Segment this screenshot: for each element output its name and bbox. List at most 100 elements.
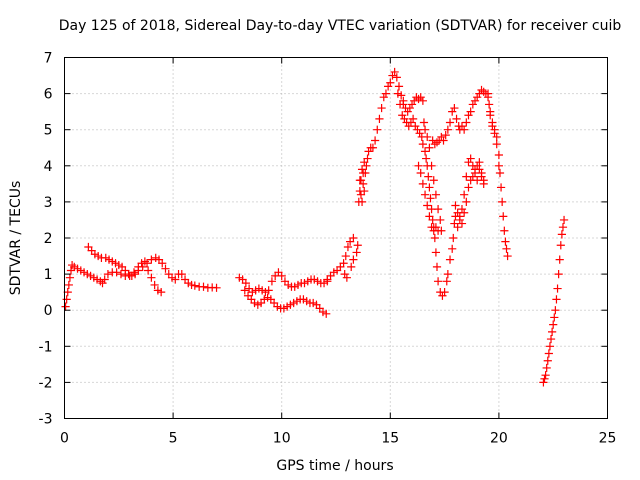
data-point — [114, 260, 123, 270]
data-point — [424, 172, 433, 181]
data-point — [433, 226, 443, 235]
data-point — [479, 176, 488, 185]
data-point — [283, 302, 292, 311]
data-point — [477, 168, 486, 178]
y-tick-label: 7 — [44, 51, 53, 67]
data-point — [147, 273, 156, 282]
data-point — [492, 140, 501, 149]
y-tick-label: -1 — [39, 339, 53, 355]
data-point — [61, 302, 70, 311]
data-point — [460, 208, 469, 217]
data-point — [483, 89, 493, 98]
x-tick-label: 20 — [490, 431, 508, 447]
data-point — [425, 143, 434, 152]
data-point — [393, 89, 403, 98]
data-point — [245, 284, 254, 293]
data-point — [158, 259, 167, 268]
data-point — [558, 223, 568, 232]
data-point — [343, 242, 353, 252]
data-point — [356, 190, 366, 199]
data-point — [503, 251, 512, 261]
data-point — [501, 237, 510, 246]
grid — [64, 57, 608, 419]
data-point — [212, 283, 221, 292]
data-point — [187, 280, 196, 290]
data-point — [466, 154, 475, 163]
data-point — [431, 190, 441, 199]
data-point — [451, 201, 460, 210]
data-point — [352, 248, 361, 257]
x-tick-label: 0 — [60, 431, 69, 447]
plot-frame — [64, 57, 608, 419]
data-point — [86, 271, 95, 281]
data-point — [256, 298, 266, 308]
data-point — [418, 96, 427, 105]
data-point — [490, 129, 499, 138]
data-point — [273, 302, 282, 311]
data-point — [427, 161, 436, 170]
data-point — [101, 253, 110, 262]
data-point — [303, 277, 312, 286]
data-point — [455, 212, 464, 221]
data-point — [284, 280, 293, 290]
data-point — [111, 259, 120, 268]
data-point — [241, 279, 250, 288]
data-point — [349, 233, 358, 243]
data-point — [138, 262, 147, 271]
data-point — [144, 266, 153, 275]
data-point — [473, 176, 482, 185]
data-point — [423, 201, 432, 210]
data-point — [289, 298, 298, 308]
axis-ticks — [64, 57, 608, 419]
data-point — [322, 309, 331, 318]
data-point — [420, 147, 430, 156]
data-point — [357, 197, 367, 206]
data-point — [121, 266, 130, 275]
data-point — [247, 295, 256, 304]
data-point — [498, 197, 507, 206]
data-point — [238, 275, 247, 284]
data-point — [347, 262, 356, 271]
data-point — [87, 246, 96, 255]
data-point — [494, 150, 503, 160]
data-point — [359, 179, 368, 188]
data-point — [360, 158, 369, 167]
data-point — [394, 82, 404, 91]
data-point — [448, 244, 457, 253]
data-point — [92, 275, 102, 284]
data-point — [441, 131, 450, 140]
data-point — [544, 349, 553, 358]
data-point — [550, 313, 559, 322]
data-point — [419, 118, 429, 127]
y-tick-label: -2 — [39, 375, 53, 391]
data-point — [432, 262, 442, 271]
data-point — [264, 286, 273, 295]
data-point — [420, 125, 430, 134]
data-point — [130, 270, 140, 279]
data-point — [254, 284, 263, 293]
data-point — [399, 96, 408, 105]
data-point — [460, 125, 469, 134]
data-point — [274, 268, 283, 277]
data-point — [422, 154, 431, 163]
data-point — [430, 233, 439, 243]
data-point — [555, 255, 564, 264]
data-point — [546, 334, 556, 344]
data-point — [450, 219, 459, 228]
data-point — [557, 230, 566, 239]
data-point — [450, 103, 459, 113]
data-point — [540, 374, 549, 383]
data-point — [552, 295, 561, 304]
data-point — [373, 125, 382, 134]
data-point — [426, 194, 435, 203]
data-point — [359, 168, 368, 178]
data-point — [161, 264, 170, 273]
data-point — [549, 320, 558, 329]
chart-title: Day 125 of 2018, Sidereal Day-to-day VTE… — [59, 18, 622, 34]
data-point — [150, 280, 159, 290]
data-point — [167, 273, 177, 282]
data-point — [235, 273, 244, 282]
y-tick-label: 4 — [44, 159, 53, 175]
data-point — [464, 183, 473, 192]
data-point — [468, 172, 477, 181]
